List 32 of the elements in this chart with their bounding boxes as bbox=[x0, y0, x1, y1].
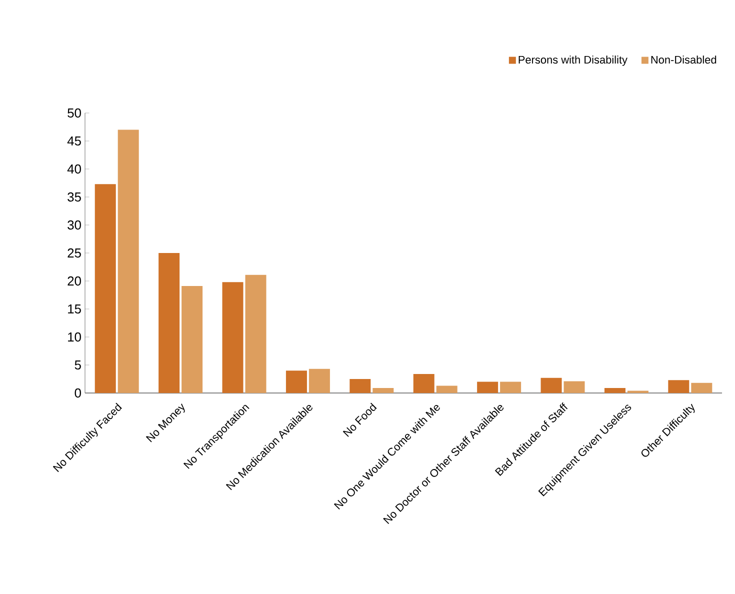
y-tick-label: 10 bbox=[68, 332, 81, 342]
bar bbox=[182, 286, 203, 393]
y-tick-label: 30 bbox=[68, 220, 81, 230]
bar bbox=[691, 382, 712, 393]
bar bbox=[286, 370, 307, 393]
bar bbox=[477, 382, 498, 393]
bar bbox=[436, 386, 458, 393]
y-tick-label: 15 bbox=[68, 304, 81, 314]
bar bbox=[308, 368, 330, 393]
bar bbox=[158, 252, 180, 393]
bar bbox=[668, 380, 690, 393]
bar bbox=[245, 274, 266, 393]
bar bbox=[564, 381, 585, 393]
y-tick-label: 40 bbox=[67, 164, 81, 174]
bar bbox=[604, 388, 626, 393]
legend-label: Non-Disabled bbox=[651, 56, 716, 64]
legend-label: Persons with Disability bbox=[518, 56, 628, 66]
bar bbox=[372, 388, 394, 393]
y-tick-label: 45 bbox=[67, 136, 81, 146]
y-tick-label: 20 bbox=[68, 276, 81, 286]
bar bbox=[350, 378, 371, 393]
bar bbox=[118, 130, 139, 393]
y-tick-label: 35 bbox=[68, 192, 81, 202]
bar bbox=[500, 382, 522, 393]
bar bbox=[540, 378, 562, 393]
bar bbox=[413, 374, 434, 393]
y-tick-label: 0 bbox=[74, 388, 81, 398]
y-tick-label: 50 bbox=[68, 108, 81, 118]
y-tick-label: 5 bbox=[74, 360, 81, 370]
bar bbox=[94, 184, 116, 393]
bar bbox=[222, 282, 244, 393]
y-tick-label: 25 bbox=[68, 248, 81, 258]
